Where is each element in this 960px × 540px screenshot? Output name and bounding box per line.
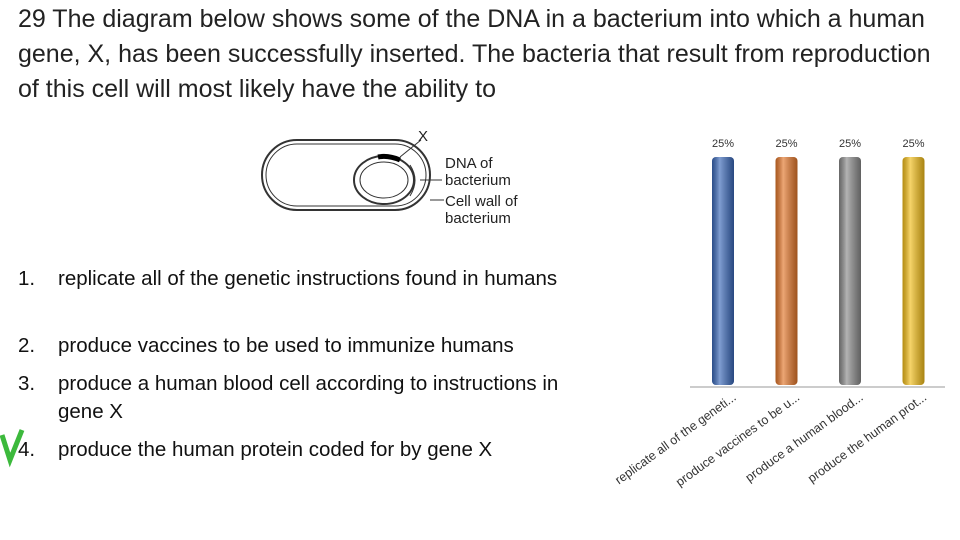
category-label: replicate all of the geneti... bbox=[612, 390, 738, 487]
gene-label: X bbox=[418, 128, 428, 145]
dna-ring bbox=[353, 155, 415, 205]
value-label: 25% bbox=[775, 138, 797, 150]
bracket bbox=[409, 164, 442, 197]
bar-shine bbox=[712, 157, 734, 385]
wall-label: bacterium bbox=[445, 210, 511, 227]
gene-x bbox=[377, 153, 401, 163]
option-number: 1. bbox=[18, 267, 36, 290]
bar-shine bbox=[839, 157, 861, 385]
dna-label: DNA of bbox=[445, 155, 493, 172]
category-label: produce the human prot... bbox=[805, 390, 929, 485]
category-label: produce a human blood... bbox=[743, 390, 866, 485]
bar-shine bbox=[775, 157, 798, 385]
category-label: produce vaccines to be u... bbox=[673, 390, 802, 489]
option-text: replicate all of the genetic instruction… bbox=[58, 267, 558, 290]
wall-label: Cell wall of bbox=[445, 193, 518, 210]
value-label: 25% bbox=[902, 138, 924, 150]
bacterium-diagram bbox=[261, 139, 444, 211]
dna-label: bacterium bbox=[445, 172, 511, 189]
option-number: 2. bbox=[18, 334, 36, 357]
option-number: 3. bbox=[18, 372, 36, 395]
value-label: 25% bbox=[839, 138, 861, 150]
value-label: 25% bbox=[712, 138, 734, 150]
option-text: produce the human protein coded for by g… bbox=[58, 438, 493, 461]
cell-wall-inner bbox=[265, 143, 427, 207]
question: 29 The diagram below shows some of the D… bbox=[18, 5, 931, 103]
bar-shine bbox=[902, 157, 925, 385]
cell-wall bbox=[261, 139, 431, 211]
arrow bbox=[399, 139, 422, 158]
option-text: produce vaccines to be used to immunize … bbox=[58, 334, 514, 357]
check-mark bbox=[0, 429, 25, 468]
option-text: produce a human blood cell according to … bbox=[58, 372, 559, 423]
option-number: 4. bbox=[18, 438, 36, 461]
dna-ring-inner bbox=[359, 161, 409, 199]
diagram-labels: X DNA of bacterium Cell wall of bacteriu… bbox=[418, 128, 518, 227]
